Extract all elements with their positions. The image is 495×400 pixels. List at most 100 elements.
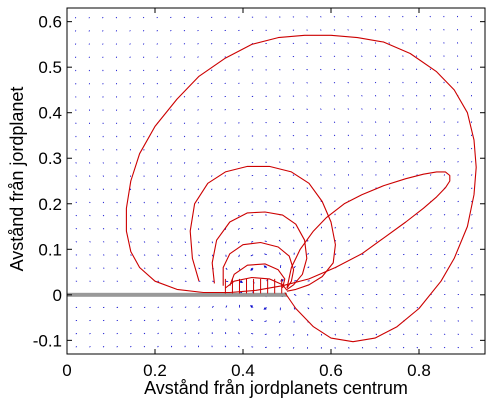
- vector-arrow: [89, 241, 91, 243]
- vector-arrow: [388, 55, 390, 57]
- vector-arrow: [361, 320, 364, 322]
- vector-arrow: [278, 187, 281, 190]
- vector-arrow: [348, 240, 350, 242]
- vector-arrow: [306, 147, 308, 150]
- vector-arrow: [320, 42, 322, 44]
- axes-frame: [66, 7, 486, 355]
- vector-arrow: [171, 267, 173, 269]
- vector-arrow: [374, 95, 377, 97]
- vector-arrow: [89, 188, 91, 191]
- vector-arrow-head: [250, 268, 254, 271]
- vector-arrow: [170, 56, 172, 58]
- vector-arrow: [457, 214, 459, 216]
- vector-arrow: [321, 307, 323, 309]
- vector-arrow: [306, 55, 308, 58]
- vector-arrow: [430, 213, 432, 216]
- y-tick-label: 0.2: [38, 195, 62, 214]
- vector-arrow: [170, 135, 172, 138]
- vector-arrow: [457, 227, 459, 229]
- vector-arrow: [321, 266, 323, 269]
- field-line-4: [222, 241, 295, 289]
- vector-arrow: [430, 227, 432, 229]
- y-tick-label: 0.4: [38, 104, 62, 123]
- vector-arrow: [183, 109, 186, 111]
- vector-arrow: [171, 319, 173, 322]
- vector-arrow: [89, 346, 91, 348]
- x-tick-label: 0.6: [319, 361, 343, 380]
- vector-arrow: [292, 161, 295, 163]
- vector-arrow: [184, 267, 187, 269]
- vector-arrow: [374, 68, 377, 71]
- vector-arrow: [116, 214, 118, 217]
- vector-arrow: [250, 254, 254, 257]
- vector-arrow: [471, 161, 473, 163]
- vector-arrow: [457, 333, 460, 335]
- vector-arrow: [210, 122, 213, 124]
- x-tick-label: 0.8: [407, 361, 431, 380]
- vector-arrow: [388, 42, 390, 44]
- vector-arrow: [389, 240, 391, 242]
- vector-arrow: [333, 134, 336, 137]
- vector-arrow: [278, 226, 281, 229]
- vector-arrow: [347, 108, 349, 110]
- vector-arrow: [416, 320, 419, 322]
- vector-arrow: [170, 109, 172, 111]
- vector-arrow: [443, 200, 446, 203]
- vector-arrow: [402, 42, 404, 44]
- vector-arrow: [307, 252, 309, 255]
- vector-arrow: [143, 345, 146, 348]
- vector-arrow: [430, 333, 432, 335]
- x-axis-label: Avstånd från jordplanets centrum: [144, 378, 408, 398]
- vector-arrow: [347, 29, 349, 31]
- vector-arrow: [320, 239, 323, 242]
- vector-arrow: [457, 161, 459, 163]
- vector-arrow: [115, 30, 118, 32]
- vector-arrow: [430, 187, 432, 189]
- vector-arrow: [142, 16, 145, 19]
- vector-arrow: [348, 320, 350, 323]
- vector-arrow: [197, 188, 199, 191]
- vector-arrow: [402, 29, 404, 31]
- vector-arrow: [237, 201, 240, 204]
- vector-arrow: [416, 346, 419, 349]
- vector-arrow: [102, 241, 105, 243]
- vector-arrow: [198, 241, 200, 244]
- vector-arrow: [170, 332, 173, 335]
- vector-arrow: [306, 134, 308, 137]
- vector-arrow: [130, 201, 132, 204]
- vector-arrow: [170, 43, 172, 45]
- vector-arrow: [361, 226, 364, 229]
- vector-arrow: [389, 346, 391, 349]
- vector-arrow: [184, 254, 187, 257]
- vector-arrow: [361, 42, 363, 44]
- vector-arrow: [402, 213, 405, 216]
- vector-arrow: [347, 16, 349, 18]
- vector-arrow: [320, 82, 322, 84]
- vector-arrow: [237, 214, 240, 217]
- vector-arrow: [197, 43, 199, 45]
- vector-arrow: [416, 187, 418, 189]
- vector-arrow: [457, 174, 459, 176]
- vector-arrow: [224, 122, 227, 124]
- y-tick-label: 0.5: [38, 58, 62, 77]
- vector-arrow: [307, 266, 310, 269]
- vector-arrow: [306, 200, 309, 203]
- vector-arrow: [156, 30, 158, 32]
- field-line-1: [125, 34, 477, 343]
- vector-arrow: [197, 109, 199, 111]
- vector-arrow: [115, 43, 118, 45]
- vector-arrow: [292, 187, 295, 190]
- vector-arrow: [237, 345, 240, 348]
- vector-arrow: [361, 68, 363, 71]
- vector-arrow: [130, 214, 132, 217]
- vector-arrow: [361, 108, 363, 110]
- vector-arrow: [170, 241, 173, 243]
- vector-arrow: [197, 82, 199, 85]
- vector-arrow: [184, 306, 187, 308]
- vector-arrow: [237, 228, 240, 230]
- vector-arrow: [157, 319, 159, 322]
- vector-arrow: [307, 307, 310, 310]
- vector-arrow: [457, 240, 460, 242]
- vector-arrow: [457, 200, 459, 203]
- vector-arrow: [75, 162, 77, 164]
